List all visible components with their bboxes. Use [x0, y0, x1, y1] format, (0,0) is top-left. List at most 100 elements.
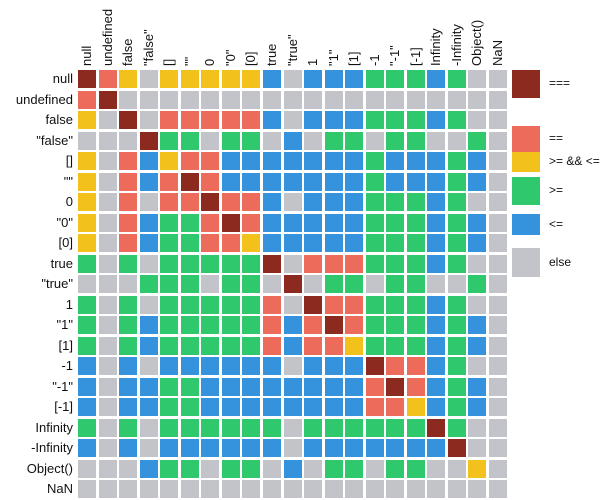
heatmap-cell	[304, 254, 323, 273]
heatmap-cell	[345, 90, 364, 109]
heatmap-cell	[406, 131, 425, 150]
legend-label: else	[549, 254, 572, 269]
heatmap-cell	[262, 111, 281, 129]
heatmap-cell	[324, 254, 343, 273]
heatmap-cell	[242, 398, 261, 416]
heatmap-cell	[406, 480, 425, 498]
heatmap-cell	[119, 111, 138, 129]
heatmap-cell	[242, 480, 261, 498]
row-label: NaN	[46, 481, 73, 496]
heatmap-cell	[427, 172, 446, 191]
heatmap-cell	[242, 418, 261, 437]
heatmap-cell	[98, 254, 117, 273]
heatmap-cell	[386, 152, 405, 170]
row-label: "-1"	[52, 378, 73, 394]
heatmap-cell	[406, 70, 425, 88]
heatmap-cell	[447, 152, 466, 170]
heatmap-cell	[406, 254, 425, 273]
row-label: "1"	[56, 317, 73, 332]
column-label: 1	[305, 58, 321, 66]
heatmap-cell	[406, 377, 425, 396]
heatmap-cell	[98, 172, 117, 191]
heatmap-cell	[139, 213, 158, 232]
heatmap-cell	[304, 111, 323, 129]
heatmap-cell	[447, 213, 466, 232]
heatmap-cell	[447, 275, 466, 293]
heatmap-cell	[139, 70, 158, 88]
heatmap-cell	[345, 459, 364, 478]
heatmap-cell	[304, 275, 323, 293]
heatmap-cell	[78, 131, 96, 150]
heatmap-cell	[119, 459, 138, 478]
heatmap-cell	[78, 336, 96, 355]
column-label: "1"	[325, 49, 341, 66]
heatmap-cell	[201, 90, 220, 109]
heatmap-cell	[160, 275, 179, 293]
heatmap-cell	[386, 172, 405, 191]
heatmap-cell	[160, 152, 179, 170]
heatmap-cell	[324, 131, 343, 150]
heatmap-cell	[139, 480, 158, 498]
heatmap-cell	[427, 336, 446, 355]
heatmap-cell	[447, 316, 466, 334]
heatmap-cell	[468, 480, 487, 498]
heatmap-cell	[201, 234, 220, 252]
heatmap-cell	[406, 295, 425, 314]
heatmap-cell	[160, 336, 179, 355]
heatmap-cell	[98, 295, 117, 314]
heatmap-cell	[180, 275, 199, 293]
heatmap-cell	[365, 377, 384, 396]
heatmap-cell	[180, 152, 199, 170]
heatmap-cell	[283, 234, 302, 252]
heatmap-cell	[304, 213, 323, 232]
heatmap-cell	[304, 439, 323, 457]
heatmap-cell	[489, 357, 507, 375]
heatmap-cell	[242, 357, 261, 375]
heatmap-cell	[78, 275, 96, 293]
heatmap-cell	[427, 111, 446, 129]
heatmap-cell	[160, 111, 179, 129]
row-label: "0"	[56, 214, 73, 230]
heatmap-cell	[160, 90, 179, 109]
heatmap-cell	[119, 295, 138, 314]
heatmap-cell	[283, 172, 302, 191]
row-label: ""	[63, 173, 73, 189]
column-label: -Infinity	[448, 24, 464, 66]
heatmap-cell	[78, 254, 96, 273]
row-label: Infinity	[35, 419, 73, 435]
heatmap-cell	[201, 275, 220, 293]
legend-label: <=	[549, 216, 564, 231]
heatmap-cell	[160, 213, 179, 232]
heatmap-cell	[489, 70, 507, 88]
heatmap-cell	[221, 172, 240, 191]
heatmap-cell	[447, 172, 466, 191]
heatmap-cell	[324, 459, 343, 478]
heatmap-cell	[119, 357, 138, 375]
heatmap-cell	[221, 275, 240, 293]
heatmap-cell	[98, 357, 117, 375]
heatmap-cell	[262, 152, 281, 170]
heatmap-cell	[468, 336, 487, 355]
heatmap-cell	[262, 316, 281, 334]
heatmap-cell	[262, 418, 281, 437]
heatmap-cell	[160, 316, 179, 334]
heatmap-cell	[221, 213, 240, 232]
heatmap-cell	[139, 275, 158, 293]
legend-label: >=	[549, 183, 564, 197]
heatmap-cell	[468, 439, 487, 457]
heatmap-cell	[365, 336, 384, 355]
heatmap-cell	[139, 295, 158, 314]
heatmap-cell	[324, 234, 343, 252]
heatmap-cell	[489, 254, 507, 273]
heatmap-cell	[221, 254, 240, 273]
heatmap-cell	[262, 459, 281, 478]
heatmap-cell	[119, 213, 138, 232]
heatmap-cell	[386, 295, 405, 314]
legend-label: ===	[549, 76, 571, 90]
heatmap-cell	[139, 316, 158, 334]
heatmap-cell	[324, 152, 343, 170]
heatmap-cell	[78, 480, 96, 498]
heatmap-cell	[468, 213, 487, 232]
heatmap-cell	[98, 234, 117, 252]
heatmap-cell	[242, 254, 261, 273]
